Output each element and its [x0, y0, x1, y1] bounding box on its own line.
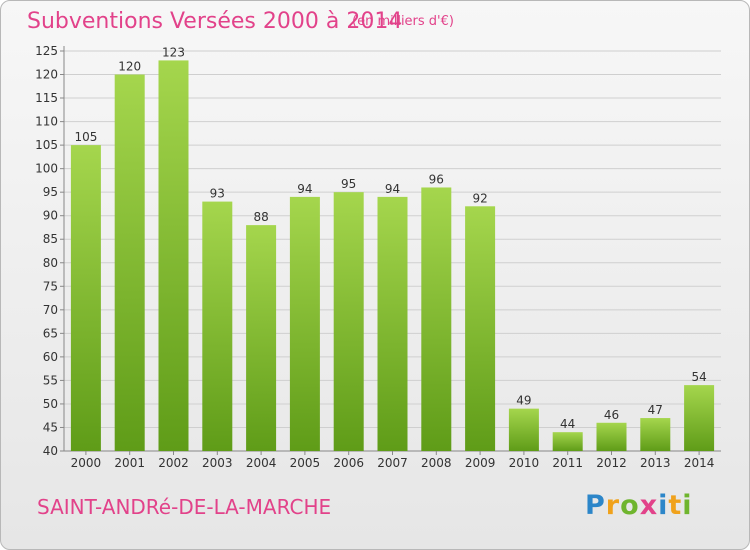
data-label: 47 — [648, 403, 663, 417]
bar — [289, 196, 320, 451]
y-tick-label: 65 — [43, 326, 58, 340]
logo-letter: i — [682, 490, 693, 521]
data-label: 95 — [341, 177, 356, 191]
data-label: 96 — [429, 172, 444, 186]
data-label: 94 — [297, 182, 312, 196]
data-label: 88 — [253, 210, 268, 224]
chart-title: Subventions Versées 2000 à 2014 — [27, 9, 403, 34]
data-label: 93 — [210, 187, 225, 201]
bar — [640, 418, 671, 451]
data-label: 94 — [385, 182, 400, 196]
data-label: 105 — [74, 130, 97, 144]
data-label: 44 — [560, 417, 575, 431]
data-label: 49 — [516, 394, 531, 408]
bars — [70, 60, 715, 452]
data-label: 120 — [118, 60, 141, 74]
x-tick-label: 2011 — [552, 456, 583, 470]
bar — [465, 206, 496, 451]
x-tick-label: 2014 — [684, 456, 715, 470]
y-tick-label: 45 — [43, 420, 58, 434]
y-tick-label: 100 — [35, 162, 58, 176]
x-tick-label: 2000 — [71, 456, 102, 470]
data-label: 46 — [604, 408, 619, 422]
logo-letter: x — [639, 490, 659, 521]
y-tick-label: 90 — [43, 209, 58, 223]
logo-letter: r — [605, 490, 621, 521]
x-tick-label: 2006 — [333, 456, 364, 470]
x-tick-label: 2001 — [114, 456, 145, 470]
y-tick-label: 60 — [43, 350, 58, 364]
data-label: 123 — [162, 45, 185, 59]
y-tick-label: 55 — [43, 373, 58, 387]
y-tick-label: 95 — [43, 185, 58, 199]
x-tick-label: 2002 — [158, 456, 189, 470]
data-label: 54 — [691, 370, 706, 384]
bar — [202, 201, 233, 451]
bar — [377, 196, 408, 451]
y-tick-label: 125 — [35, 44, 58, 58]
bar — [70, 145, 101, 451]
bar — [596, 422, 627, 451]
logo-letter: t — [668, 490, 683, 521]
y-tick-label: 120 — [35, 68, 58, 82]
logo-letter: o — [620, 490, 640, 521]
x-tick-label: 2009 — [465, 456, 496, 470]
y-tick-label: 85 — [43, 232, 58, 246]
data-label: 92 — [472, 191, 487, 205]
bar — [508, 408, 539, 451]
bar — [552, 432, 583, 451]
data-labels: 105 120 123 93 88 94 95 94 96 92 49 44 46 47 54 — [74, 45, 706, 431]
bar — [158, 60, 189, 451]
y-tick-label: 40 — [43, 444, 58, 458]
chart-subtitle: (en milliers d'€) — [352, 14, 454, 29]
y-tick-label: 110 — [35, 115, 58, 129]
y-tick-label: 80 — [43, 256, 58, 270]
x-tick-label: 2003 — [202, 456, 233, 470]
x-tick-label: 2012 — [596, 456, 627, 470]
x-tick-label: 2008 — [421, 456, 452, 470]
x-tick-label: 2013 — [640, 456, 671, 470]
y-tick-label: 70 — [43, 303, 58, 317]
axes: 4045505560657075808590951001051101151201… — [35, 44, 721, 470]
y-tick-label: 50 — [43, 397, 58, 411]
y-tick-label: 75 — [43, 279, 58, 293]
proxiti-logo[interactable]: Proxiti — [585, 490, 693, 521]
y-tick-label: 105 — [35, 138, 58, 152]
x-tick-label: 2007 — [377, 456, 408, 470]
bar — [684, 385, 715, 451]
bar — [333, 192, 364, 452]
bar — [246, 225, 277, 451]
x-tick-label: 2010 — [509, 456, 540, 470]
bar — [421, 187, 452, 451]
logo-letter: i — [658, 490, 669, 521]
logo-letter: P — [585, 490, 606, 521]
x-tick-label: 2004 — [246, 456, 277, 470]
bar — [114, 74, 145, 451]
x-tick-label: 2005 — [290, 456, 321, 470]
y-tick-label: 115 — [35, 91, 58, 105]
commune-name: SAINT-ANDRé-DE-LA-MARCHE — [37, 495, 332, 519]
